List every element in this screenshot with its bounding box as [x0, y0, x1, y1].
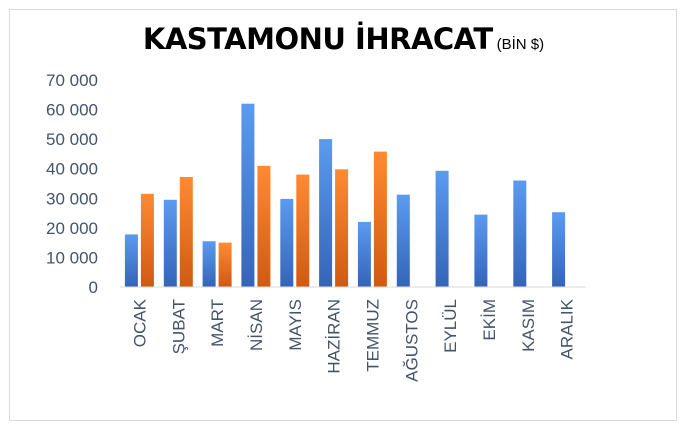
bar-series-1-5: [280, 198, 294, 287]
y-tick-label: 20 000: [46, 219, 98, 238]
x-tick-label: ŞUBAT: [169, 299, 188, 354]
y-tick-label: 60 000: [46, 101, 98, 120]
bar-series-2-4: [257, 165, 271, 287]
bar-series-1-3: [202, 241, 216, 287]
x-axis: OCAK ŞUBAT MART NİSAN MAYIS HAZİRAN TEMMUZ AĞUS…: [130, 298, 576, 381]
x-tick-label: EKİM: [480, 299, 499, 341]
y-axis: 0 10 000 20 000 30 000 40 000 50 000 60 000 70 …: [46, 71, 98, 297]
bar-series-1-7: [357, 221, 371, 287]
x-tick-label: KASIM: [519, 299, 538, 352]
bar-series-1-9: [435, 170, 449, 287]
x-tick-label: EYLÜL: [441, 299, 460, 353]
bar-series-2-1: [140, 193, 154, 287]
x-tick-label: ARALIK: [558, 298, 577, 359]
x-tick-label: MART: [208, 299, 227, 347]
bar-series-2-2: [179, 177, 193, 287]
y-tick-label: 40 000: [46, 160, 98, 179]
bar-series-1-10: [474, 214, 488, 287]
chart-title: KASTAMONU İHRACAT (BİN $): [0, 22, 687, 56]
y-tick-label: 70 000: [46, 71, 98, 90]
bar-series-2-6: [335, 169, 349, 287]
bar-series-2-3: [218, 242, 232, 287]
x-tick-label: TEMMUZ: [363, 299, 382, 372]
chart-title-main: KASTAMONU İHRACAT: [142, 22, 493, 56]
x-tick-label: OCAK: [130, 298, 149, 347]
bar-series-1-6: [319, 139, 333, 287]
bar-series-1-4: [241, 103, 255, 287]
bar-series-1-8: [396, 194, 410, 287]
y-tick-label: 0: [89, 278, 98, 297]
bar-series-2-7: [373, 151, 387, 287]
bar-series-1-1: [124, 234, 138, 287]
bar-series-1-11: [513, 180, 527, 287]
x-tick-label: MAYIS: [286, 299, 305, 351]
bar-series-1-2: [163, 199, 177, 287]
bars: [124, 103, 566, 287]
y-tick-label: 30 000: [46, 189, 98, 208]
x-tick-label: HAZİRAN: [325, 299, 344, 374]
bar-series-1-12: [552, 212, 566, 287]
chart-title-unit: (BİN $): [496, 36, 545, 53]
y-tick-label: 10 000: [46, 248, 98, 267]
x-tick-label: NİSAN: [247, 299, 266, 351]
bar-series-2-5: [296, 174, 310, 287]
y-tick-label: 50 000: [46, 130, 98, 149]
x-tick-label: AĞUSTOS: [402, 299, 421, 382]
